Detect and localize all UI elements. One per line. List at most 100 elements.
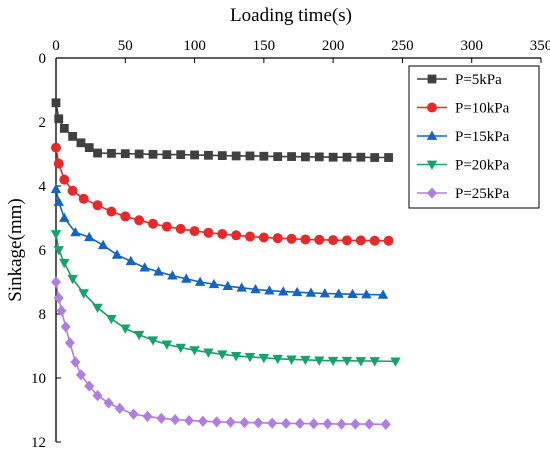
data-point <box>300 355 311 366</box>
data-point <box>333 288 344 298</box>
data-point <box>253 417 264 429</box>
data-point <box>314 234 325 245</box>
data-point <box>217 151 227 160</box>
data-point <box>67 274 78 285</box>
legend-item: P=15kPa <box>417 129 510 145</box>
legend-label: P=20kPa <box>455 158 510 174</box>
data-point <box>170 414 181 426</box>
x-tick-label: 200 <box>322 38 345 54</box>
data-point <box>369 357 380 367</box>
data-point <box>59 258 70 269</box>
data-point <box>67 185 78 196</box>
data-point <box>133 330 145 341</box>
data-point <box>236 282 247 292</box>
data-point <box>291 286 303 297</box>
data-point <box>308 418 319 430</box>
data-point <box>301 152 310 162</box>
data-point <box>383 235 394 246</box>
data-point <box>222 280 234 291</box>
legend: P=5kPa P=10kPa P=15kPa P=20kPa P=25kPa <box>408 65 540 209</box>
data-point <box>51 98 61 108</box>
data-point <box>156 412 167 424</box>
x-tick-label: 150 <box>253 38 276 54</box>
data-point <box>225 416 236 428</box>
data-point <box>53 158 64 169</box>
data-point <box>161 340 173 350</box>
series-1 <box>51 98 393 162</box>
legend-marker <box>426 130 438 140</box>
data-point <box>103 397 114 409</box>
data-point <box>203 227 214 238</box>
y-tick-label: 2 <box>39 115 47 131</box>
data-point <box>148 149 158 159</box>
series-line <box>55 102 389 159</box>
y-tick-label: 6 <box>39 243 47 259</box>
data-point <box>364 418 375 430</box>
x-tick-label: 350 <box>530 38 550 54</box>
data-point <box>245 151 255 161</box>
data-point <box>142 410 153 422</box>
data-point <box>92 390 103 402</box>
data-point <box>272 354 283 365</box>
data-point <box>342 235 352 246</box>
legend-label: P=25kPa <box>455 186 510 202</box>
data-point <box>259 151 269 161</box>
data-point <box>380 418 391 430</box>
data-point <box>176 150 186 160</box>
legend-item: P=20kPa <box>417 158 510 174</box>
data-point <box>231 230 242 241</box>
series-3 <box>50 183 389 299</box>
data-point <box>59 174 70 185</box>
data-point <box>314 152 324 162</box>
legend-label: P=15kPa <box>455 129 510 145</box>
data-point <box>84 380 95 392</box>
y-tick-label: 0 <box>39 51 47 67</box>
y-tick-label: 8 <box>39 307 47 323</box>
data-point <box>377 289 389 299</box>
data-point <box>106 206 117 217</box>
data-point <box>59 124 69 133</box>
data-point <box>211 416 222 428</box>
data-point <box>161 221 172 232</box>
y-tick-label: 4 <box>39 179 47 195</box>
y-axis-title: Sinkage(mm) <box>5 198 26 301</box>
series-layer <box>50 98 401 430</box>
x-tick-label: 50 <box>118 38 133 54</box>
data-point <box>217 350 228 360</box>
data-point <box>194 276 206 286</box>
legend-marker <box>427 74 437 84</box>
data-point <box>245 231 255 242</box>
data-point <box>189 346 200 356</box>
data-point <box>347 288 358 299</box>
data-point <box>355 235 366 246</box>
data-point <box>197 415 208 427</box>
data-point <box>189 226 200 237</box>
data-point <box>281 417 292 430</box>
data-point <box>184 414 195 427</box>
series-line <box>55 233 396 363</box>
data-point <box>78 289 89 299</box>
data-point <box>120 149 130 159</box>
data-point <box>78 193 89 204</box>
data-point <box>134 149 144 159</box>
data-point <box>287 152 296 161</box>
data-point <box>305 287 317 297</box>
data-point <box>273 152 283 161</box>
data-point <box>134 215 145 226</box>
data-point <box>342 152 352 162</box>
legend-item: P=10kPa <box>417 101 510 117</box>
x-tick-label: 300 <box>460 38 483 54</box>
y-tick-label: 10 <box>31 371 46 387</box>
data-point <box>278 286 289 296</box>
data-point <box>111 249 123 259</box>
data-point <box>53 292 64 304</box>
data-point <box>208 278 220 289</box>
data-point <box>217 229 228 239</box>
data-point <box>327 356 339 367</box>
data-point <box>125 255 137 266</box>
data-point <box>84 143 94 152</box>
data-point <box>148 218 158 229</box>
data-point <box>230 352 242 362</box>
data-point <box>286 355 297 365</box>
data-point <box>319 288 331 298</box>
